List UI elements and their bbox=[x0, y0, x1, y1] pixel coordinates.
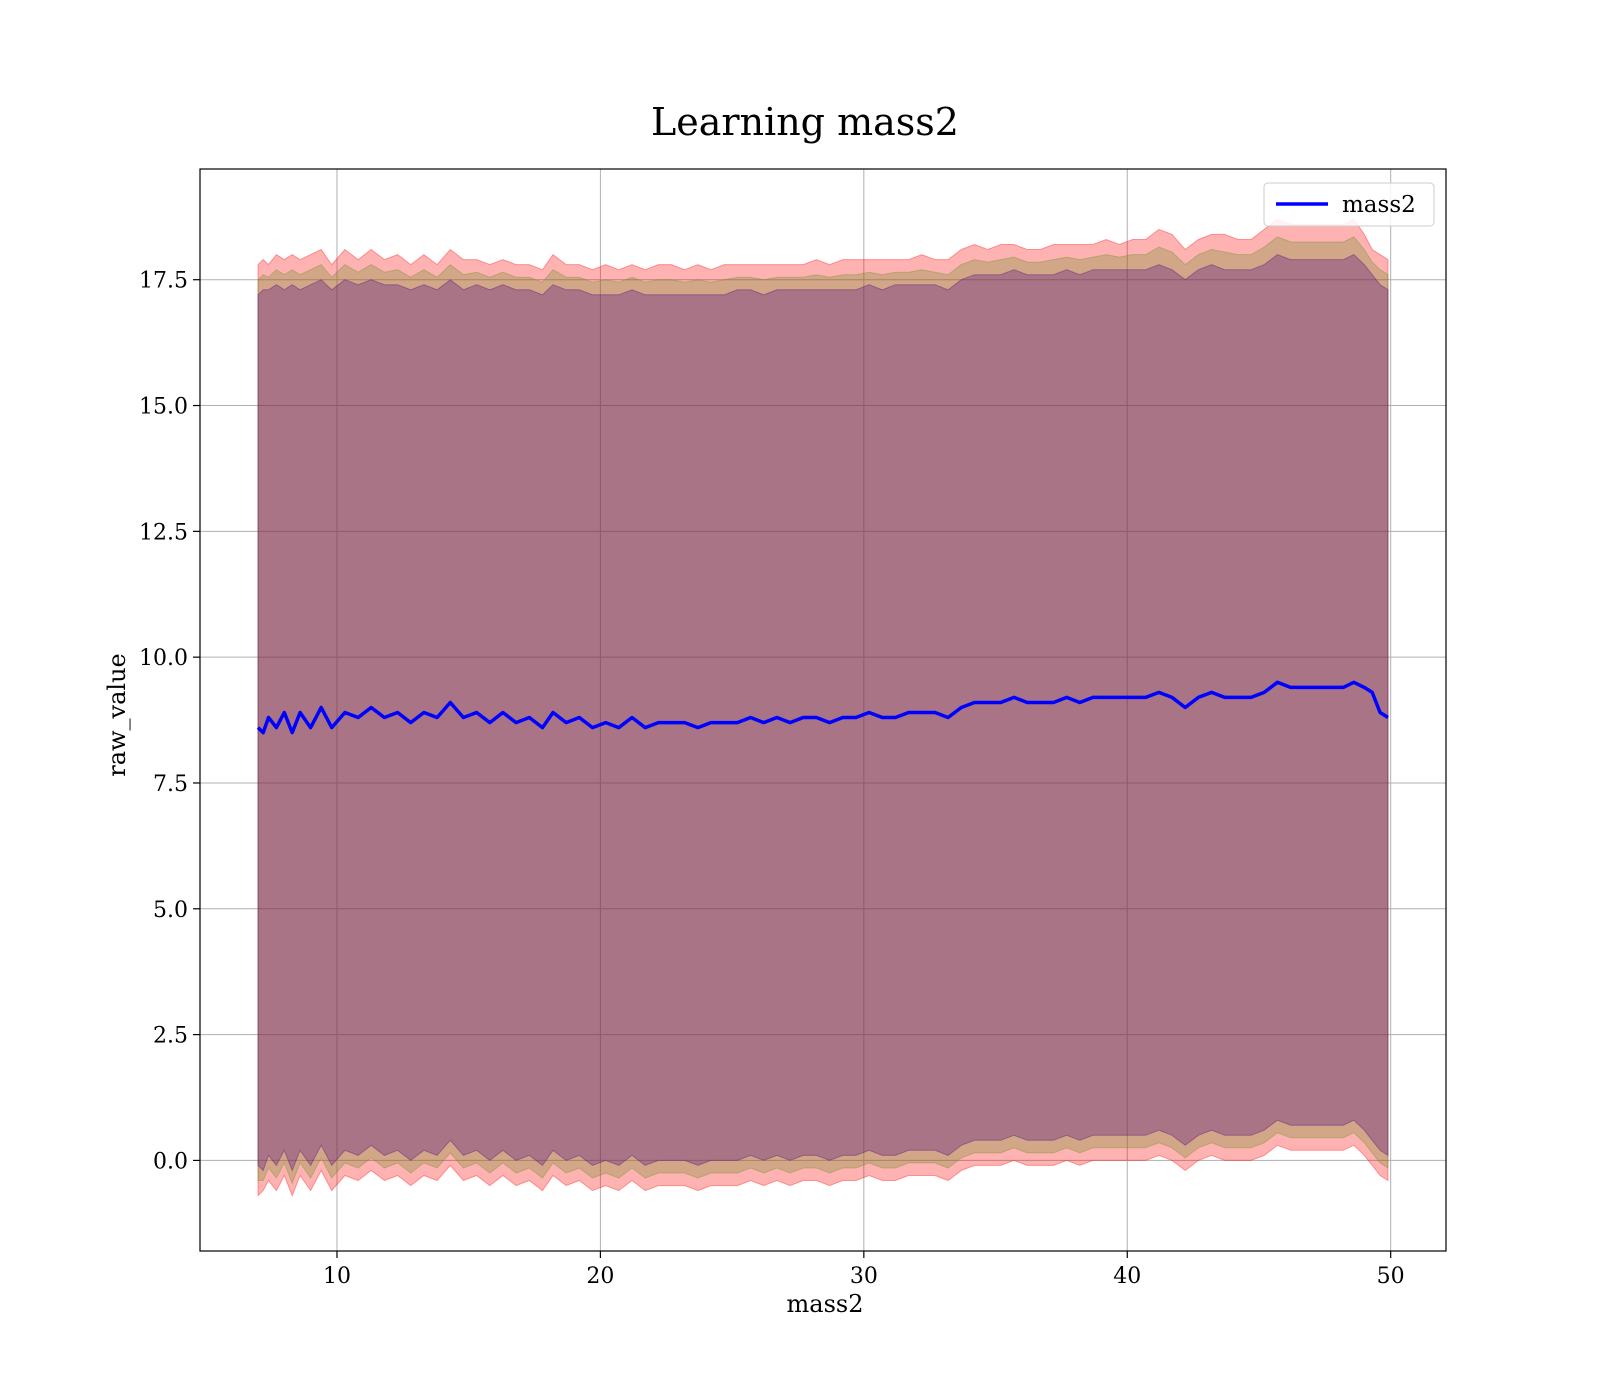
y-tick-label: 15.0 bbox=[139, 395, 188, 420]
inner-band-area bbox=[257, 254, 1389, 1172]
y-tick-label: 0.0 bbox=[153, 1149, 188, 1174]
y-tick-label: 5.0 bbox=[153, 898, 188, 923]
y-tick-label: 2.5 bbox=[153, 1024, 188, 1049]
y-tick-label: 10.0 bbox=[139, 646, 188, 671]
y-tick-label: 12.5 bbox=[139, 520, 188, 545]
x-axis-label: mass2 bbox=[786, 1290, 864, 1318]
axes-frame bbox=[199, 168, 1447, 1252]
x-tick-label: 10 bbox=[323, 1264, 351, 1289]
y-tick-label: 7.5 bbox=[153, 772, 188, 797]
middle-band-area bbox=[257, 236, 1389, 1185]
y-axis-label: raw_value bbox=[103, 653, 131, 777]
x-tick-label: 40 bbox=[1113, 1264, 1141, 1289]
chart-legend: mass2 bbox=[1263, 182, 1435, 227]
y-tick-label: 17.5 bbox=[139, 269, 188, 294]
legend-box bbox=[1263, 182, 1435, 227]
mass2-series-line bbox=[256, 680, 1389, 735]
chart-title: Learning mass2 bbox=[651, 100, 959, 144]
x-tick-label: 50 bbox=[1377, 1264, 1405, 1289]
legend-label: mass2 bbox=[1342, 192, 1416, 218]
outer-band-area bbox=[257, 218, 1389, 1197]
plot-area bbox=[256, 218, 1389, 1197]
x-tick-label: 30 bbox=[850, 1264, 878, 1289]
x-tick-label: 20 bbox=[586, 1264, 614, 1289]
